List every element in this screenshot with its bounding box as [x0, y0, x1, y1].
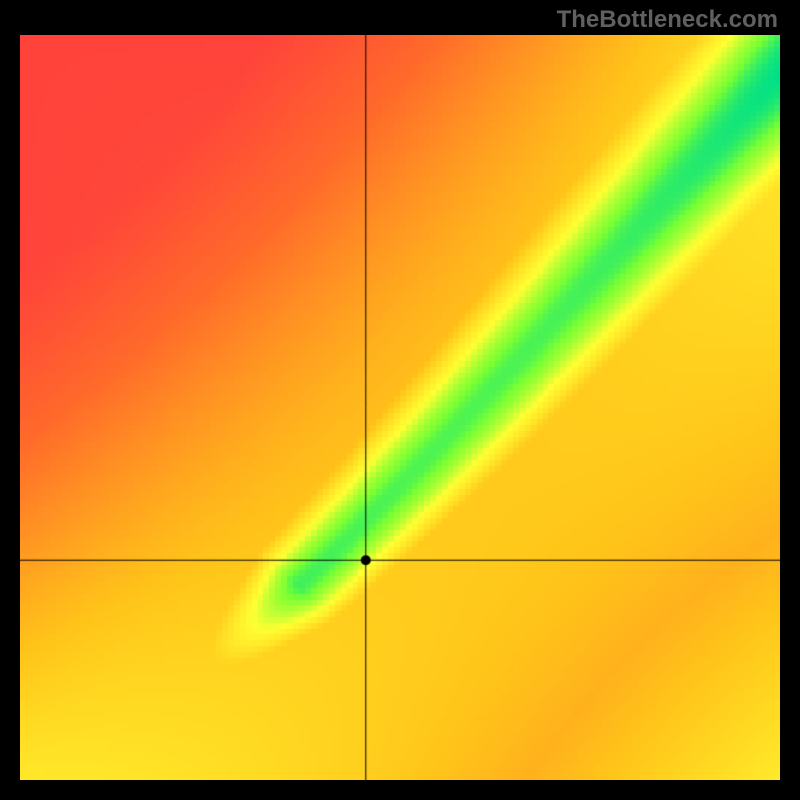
- watermark-label: TheBottleneck.com: [557, 6, 778, 34]
- bottleneck-heatmap: [20, 35, 780, 780]
- chart-container: TheBottleneck.com: [0, 0, 800, 800]
- heatmap-canvas: [20, 35, 780, 780]
